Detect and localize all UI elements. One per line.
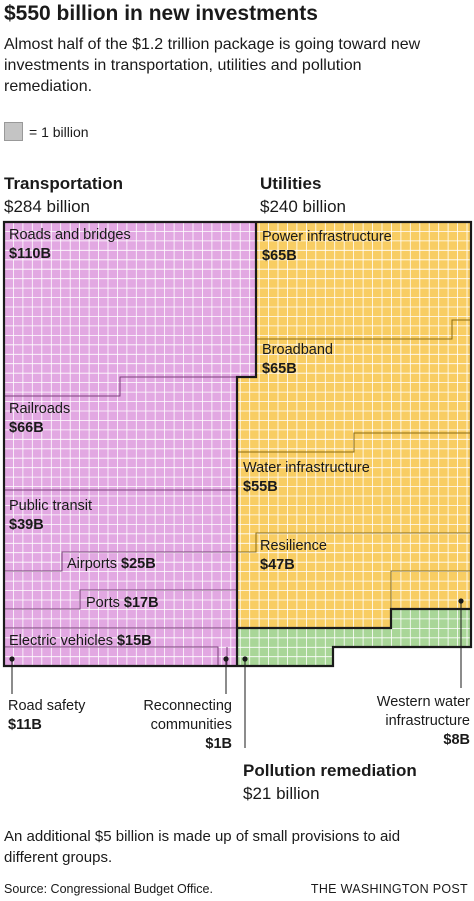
label-road-safety-name: Road safety — [8, 698, 86, 714]
blank-area — [333, 647, 472, 667]
border-transportation-utilities — [235, 222, 258, 666]
label-public-transit-value: $39B — [9, 517, 44, 533]
divider-power-broadband — [256, 319, 471, 340]
label-resilience-name: Resilience — [260, 538, 327, 554]
chart-subtitle: Almost half of the $1.2 trillion package… — [4, 36, 421, 95]
label-railroads-value: $66B — [9, 420, 44, 436]
label-power-infrastructure-value: $65B — [262, 248, 297, 264]
label-reconnecting-line2: communities — [151, 717, 232, 733]
label-western-water-value: $8B — [443, 732, 470, 748]
divider-broadband-water — [237, 432, 471, 453]
label-road-safety-value: $11B — [8, 717, 42, 733]
source-note: Source: Congressional Budget Office. — [4, 882, 213, 896]
label-broadband-name: Broadband — [262, 342, 333, 358]
label-western-water-line2: infrastructure — [385, 713, 470, 729]
divider-airports-ports — [4, 589, 237, 610]
label-airports: Airports $25B — [67, 556, 156, 572]
marker-road-safety — [9, 656, 15, 662]
chart-title: $550 billion in new investments — [4, 2, 318, 25]
outer-border — [2, 220, 473, 668]
utilities-header: Utilities — [260, 174, 322, 193]
label-public-transit-name: Public transit — [9, 498, 92, 514]
label-water-infrastructure-name: Water infrastructure — [243, 460, 370, 476]
border-utilities-pollution — [237, 607, 471, 630]
label-resilience-value: $47B — [260, 557, 295, 573]
footnote: An additional $5 billion is made up of s… — [4, 828, 401, 866]
publisher-credit: THE WASHINGTON POST — [310, 882, 468, 896]
utilities-total: $240 billion — [260, 197, 347, 216]
divider-water-resilience — [237, 532, 471, 553]
label-railroads-name: Railroads — [9, 401, 70, 417]
label-reconnecting-line1: Reconnecting — [143, 698, 232, 714]
divider-roads-railroads — [4, 376, 237, 397]
legend-label: = 1 billion — [29, 124, 89, 140]
label-roads-bridges-name: Roads and bridges — [9, 227, 131, 243]
marker-western-water — [458, 598, 464, 604]
label-broadband-value: $65B — [262, 361, 297, 377]
marker-pollution — [242, 656, 248, 662]
marker-reconnecting — [223, 656, 229, 662]
label-western-water-line1: Western water — [377, 694, 470, 710]
transportation-total: $284 billion — [4, 197, 91, 216]
label-reconnecting-value: $1B — [205, 736, 232, 752]
pollution-header: Pollution remediation — [243, 761, 417, 780]
label-water-infrastructure-value: $55B — [243, 479, 278, 495]
label-power-infrastructure-name: Power infrastructure — [262, 229, 392, 245]
transportation-header: Transportation — [4, 174, 124, 193]
label-ports: Ports $17B — [86, 595, 159, 611]
divider-ev-safety — [4, 646, 219, 666]
divider-transit-airports — [4, 551, 237, 572]
label-electric-vehicles: Electric vehicles $15B — [9, 633, 152, 649]
label-roads-bridges-value: $110B — [9, 246, 51, 262]
legend-swatch — [4, 122, 23, 141]
divider-resilience-western — [390, 570, 471, 609]
pollution-total: $21 billion — [243, 784, 320, 803]
